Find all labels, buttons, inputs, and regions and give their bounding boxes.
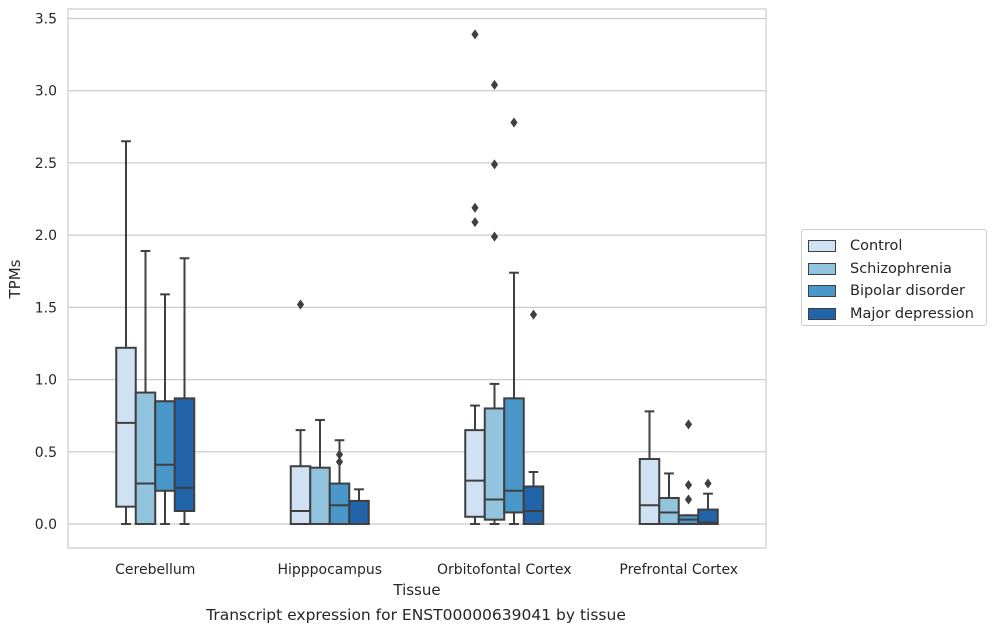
y-axis-ticks: 0.0 0.5 1.0 1.5 2.0 2.5 3.0 3.5 <box>35 12 57 534</box>
box-iqr <box>154 400 176 492</box>
box <box>658 472 680 526</box>
y-tick-label: 3.0 <box>35 84 57 100</box>
box-iqr <box>115 346 137 508</box>
outlier-point <box>471 202 479 213</box>
outlier-point <box>684 494 693 505</box>
box <box>638 410 661 525</box>
x-tick-label: Cerebellum <box>115 562 195 578</box>
legend-item-major-depression: Major depression <box>808 303 986 326</box>
y-tick-label: 0.0 <box>35 517 57 533</box>
y-tick-label: 3.5 <box>35 12 57 28</box>
box <box>348 488 370 525</box>
box-plot-series <box>115 29 719 526</box>
outlier-point <box>296 299 305 310</box>
box-iqr <box>697 508 719 525</box>
y-tick-label: 1.0 <box>35 373 57 389</box>
legend-swatch-schizophrenia <box>808 262 836 275</box>
box <box>154 293 176 525</box>
x-axis-label: Tissue <box>392 581 440 599</box>
box-iqr <box>483 407 506 521</box>
box-iqr <box>464 429 486 518</box>
x-tick-label: Hipppocampus <box>277 562 382 578</box>
box <box>697 478 719 525</box>
outlier-point <box>471 29 479 40</box>
outlier-point <box>490 159 499 170</box>
legend-swatch-control <box>808 240 836 253</box>
legend-swatch-major-depression <box>808 307 836 320</box>
box <box>173 257 196 525</box>
y-tick-label: 2.5 <box>35 156 57 172</box>
plot-frame <box>67 8 767 549</box>
box-iqr <box>522 485 545 526</box>
outlier-point <box>684 480 693 491</box>
outlier-point <box>704 478 712 489</box>
box <box>522 309 545 526</box>
series-bipolar-disorder <box>154 117 700 526</box>
legend-label-control: Control <box>850 238 903 255</box>
box <box>328 439 351 525</box>
y-tick-label: 1.5 <box>35 300 57 316</box>
series-schizophrenia <box>134 79 680 526</box>
series-control <box>115 29 661 526</box>
legend-label-schizophrenia: Schizophrenia <box>850 260 952 277</box>
legend: Control Schizophrenia Bipolar disorder M… <box>801 229 987 326</box>
legend-swatch-bipolar-disorder <box>808 285 836 298</box>
x-tick-label: Prefrontal Cortex <box>619 562 738 578</box>
box <box>309 419 331 525</box>
outlier-point <box>490 79 499 90</box>
legend-item-bipolar-disorder: Bipolar disorder <box>808 280 986 303</box>
x-axis-ticks: Cerebellum Hipppocampus Orbitofontal Corte… <box>115 562 738 578</box>
series-major-depression <box>173 257 719 526</box>
x-tick-label: Orbitofontal Cortex <box>437 562 572 578</box>
legend-item-schizophrenia: Schizophrenia <box>808 258 986 281</box>
box-iqr <box>289 465 312 526</box>
box <box>464 29 486 525</box>
legend-item-control: Control <box>808 235 986 258</box>
y-tick-label: 2.0 <box>35 228 57 244</box>
box-iqr <box>638 458 661 525</box>
box <box>677 419 700 526</box>
box-iqr <box>503 397 525 514</box>
box-iqr <box>328 482 351 525</box>
box-iqr <box>309 466 331 525</box>
outlier-point <box>684 419 693 430</box>
y-tick-label: 0.5 <box>35 445 57 461</box>
outlier-point <box>335 449 344 460</box>
box-iqr <box>348 499 370 525</box>
outlier-point <box>529 309 538 320</box>
box <box>289 299 312 526</box>
chart-title: Transcript expression for ENST0000063904… <box>206 606 626 624</box>
box-iqr <box>658 497 680 526</box>
y-axis-label: TPMs <box>6 259 24 299</box>
legend-label-major-depression: Major depression <box>850 305 974 322</box>
box <box>483 79 506 525</box>
legend-label-bipolar-disorder: Bipolar disorder <box>850 283 965 300</box>
box-iqr <box>134 391 157 525</box>
box-iqr <box>173 397 196 513</box>
box <box>115 140 137 525</box>
outlier-point <box>471 217 479 228</box>
box <box>134 250 157 525</box>
outlier-point <box>490 231 499 242</box>
box <box>503 117 525 525</box>
outlier-point <box>510 117 518 128</box>
outlier-point <box>335 456 344 467</box>
